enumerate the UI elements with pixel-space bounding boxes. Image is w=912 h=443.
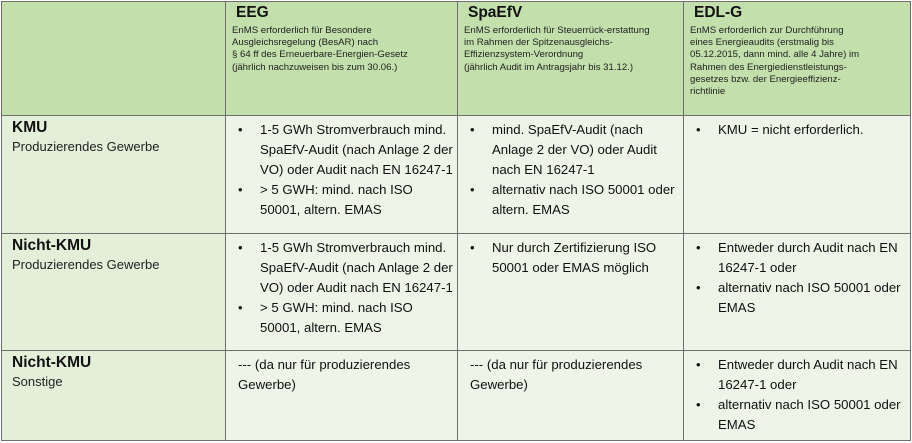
row-title: Nicht-KMU <box>12 354 92 371</box>
column-description-line: (jährlich nachzuweisen bis zum 30.06.) <box>232 61 398 73</box>
row-title: KMU <box>12 119 48 136</box>
list-item-text: Entweder durch Audit nach EN 16247-1 ode… <box>718 357 898 392</box>
list-item: • Nur durch Zertifizierung ISO 50001 oder… <box>459 238 683 278</box>
row-header: KMU Produzierendes Gewerbe <box>1 115 226 234</box>
column-description-line: richtlinie <box>690 86 726 98</box>
cell-edlg: • Entweder durch Audit nach EN 16247-1 od… <box>683 350 911 441</box>
corner-cell <box>1 1 226 116</box>
column-description-line: eines Energieaudits (erstmalig bis <box>690 37 834 49</box>
row-header: Nicht-KMU Sonstige <box>1 350 226 441</box>
list-item: • 1-5 GWh Stromverbrauch mind. SpaEfV-Aud… <box>227 120 457 180</box>
column-header-eeg: EEG EnMS erforderlich für Besondere Ausg… <box>225 1 458 116</box>
column-title: EDL-G <box>694 4 743 21</box>
column-description-line: Effizienzsystem-Verordnung <box>464 49 584 61</box>
cell-edlg: • Entweder durch Audit nach EN 16247-1 od… <box>683 233 911 351</box>
row-subtitle: Sonstige <box>12 374 63 389</box>
table-row-nicht-kmu-produzierend: Nicht-KMU Produzierendes Gewerbe • 1-5 GW… <box>1 233 911 351</box>
bullet-list: • Nur durch Zertifizierung ISO 50001 oder… <box>459 238 683 278</box>
row-subtitle: Produzierendes Gewerbe <box>12 139 160 154</box>
column-title: EEG <box>236 4 269 21</box>
list-item-text: alternativ nach ISO 50001 oder EMAS <box>718 397 901 432</box>
list-item-text: > 5 GWH: mind. nach ISO 50001, altern. E… <box>260 300 413 335</box>
bullet-list: • 1-5 GWh Stromverbrauch mind. SpaEfV-Aud… <box>227 238 457 338</box>
list-item: • > 5 GWH: mind. nach ISO 50001, altern. … <box>227 180 457 220</box>
list-item-text: KMU = nicht erforderlich. <box>718 122 864 137</box>
cell-eeg: • 1-5 GWh Stromverbrauch mind. SpaEfV-Aud… <box>225 233 458 351</box>
cell-spaefv: --- (da nur für produzierendes Gewerbe) <box>457 350 684 441</box>
column-description: EnMS erforderlich zur Durchführung eines… <box>690 25 902 98</box>
bullet-list: • Entweder durch Audit nach EN 16247-1 od… <box>685 355 910 435</box>
bullet-list: • KMU = nicht erforderlich. <box>685 120 910 140</box>
bullet-icon: • <box>696 240 701 255</box>
bullet-icon: • <box>470 182 475 197</box>
list-item: • 1-5 GWh Stromverbrauch mind. SpaEfV-Aud… <box>227 238 457 298</box>
bullet-icon: • <box>696 397 701 412</box>
table-row-nicht-kmu-sonstige: Nicht-KMU Sonstige --- (da nur für produ… <box>1 350 911 441</box>
bullet-list: • mind. SpaEfV-Audit (nach Anlage 2 der V… <box>459 120 683 220</box>
bullet-icon: • <box>238 240 243 255</box>
bullet-icon: • <box>696 122 701 137</box>
list-item-text: Entweder durch Audit nach EN 16247-1 ode… <box>718 240 898 275</box>
column-header-spaefv: SpaEfV EnMS erforderlich für Steuerrück-… <box>457 1 684 116</box>
list-item-text: > 5 GWH: mind. nach ISO 50001, altern. E… <box>260 182 413 217</box>
list-item-text: alternativ nach ISO 50001 oder altern. E… <box>492 182 675 217</box>
cell-spaefv: • Nur durch Zertifizierung ISO 50001 oder… <box>457 233 684 351</box>
bullet-icon: • <box>238 122 243 137</box>
bullet-icon: • <box>238 300 243 315</box>
list-item: • Entweder durch Audit nach EN 16247-1 od… <box>685 238 910 278</box>
cell-spaefv: • mind. SpaEfV-Audit (nach Anlage 2 der V… <box>457 115 684 234</box>
row-subtitle: Produzierendes Gewerbe <box>12 257 160 272</box>
bullet-list: • Entweder durch Audit nach EN 16247-1 od… <box>685 238 910 318</box>
list-item-text: alternativ nach ISO 50001 oder EMAS <box>718 280 901 315</box>
column-header-edlg: EDL-G EnMS erforderlich zur Durchführung… <box>683 1 911 116</box>
list-item-text: 1-5 GWh Stromverbrauch mind. SpaEfV-Audi… <box>260 240 453 295</box>
list-item-text: Nur durch Zertifizierung ISO 50001 oder … <box>492 240 657 275</box>
bullet-icon: • <box>470 122 475 137</box>
list-item: • > 5 GWH: mind. nach ISO 50001, altern. … <box>227 298 457 338</box>
column-description-line: Rahmen des Energiedienstleistungs- <box>690 61 847 73</box>
list-item: • alternativ nach ISO 50001 oder EMAS <box>685 278 910 318</box>
list-item: • KMU = nicht erforderlich. <box>685 120 910 140</box>
list-item-text: 1-5 GWh Stromverbrauch mind. SpaEfV-Audi… <box>260 122 453 177</box>
column-description: EnMS erforderlich für Steuerrück-erstatt… <box>464 25 675 74</box>
cell-text: --- (da nur für produzierendes Gewerbe) <box>470 357 643 392</box>
bullet-icon: • <box>696 280 701 295</box>
cell-edlg: • KMU = nicht erforderlich. <box>683 115 911 234</box>
column-description-line: § 64 ff des Erneuerbare-Energien-Gesetz <box>232 49 408 61</box>
cell-eeg: --- (da nur für produzierendes Gewerbe) <box>225 350 458 441</box>
bullet-icon: • <box>696 357 701 372</box>
header-row: EEG EnMS erforderlich für Besondere Ausg… <box>1 1 911 116</box>
list-item: • alternativ nach ISO 50001 oder altern. … <box>459 180 683 220</box>
column-description: EnMS erforderlich für Besondere Ausgleic… <box>232 25 449 74</box>
list-item: • mind. SpaEfV-Audit (nach Anlage 2 der V… <box>459 120 683 180</box>
column-description-line: gesetzes bzw. der Energieeffizienz- <box>690 73 841 85</box>
cell-eeg: • 1-5 GWh Stromverbrauch mind. SpaEfV-Aud… <box>225 115 458 234</box>
table-row-kmu-produzierend: KMU Produzierendes Gewerbe • 1-5 GWh Stro… <box>1 115 911 234</box>
column-description-line: Ausgleichsregelung (BesAR) nach <box>232 37 379 49</box>
list-item: • Entweder durch Audit nach EN 16247-1 od… <box>685 355 910 395</box>
bullet-icon: • <box>238 182 243 197</box>
list-item: • alternativ nach ISO 50001 oder EMAS <box>685 395 910 435</box>
bullet-icon: • <box>470 240 475 255</box>
list-item-text: mind. SpaEfV-Audit (nach Anlage 2 der VO… <box>492 122 657 177</box>
column-description-line: EnMS erforderlich für Besondere <box>232 25 372 36</box>
row-title: Nicht-KMU <box>12 237 92 254</box>
cell-text: --- (da nur für produzierendes Gewerbe) <box>238 357 411 392</box>
bullet-list: • 1-5 GWh Stromverbrauch mind. SpaEfV-Aud… <box>227 120 457 220</box>
column-description-line: EnMS erforderlich zur Durchführung <box>690 25 844 36</box>
row-header: Nicht-KMU Produzierendes Gewerbe <box>1 233 226 351</box>
column-description-line: (jährlich Audit im Antragsjahr bis 31.12… <box>464 61 634 73</box>
column-title: SpaEfV <box>468 4 523 21</box>
column-description-line: im Rahmen der Spitzenausgleichs- <box>464 37 613 49</box>
column-description-line: EnMS erforderlich für Steuerrück-erstatt… <box>464 25 650 36</box>
column-description-line: 05.12.2015, dann mind. alle 4 Jahre) im <box>690 49 860 61</box>
